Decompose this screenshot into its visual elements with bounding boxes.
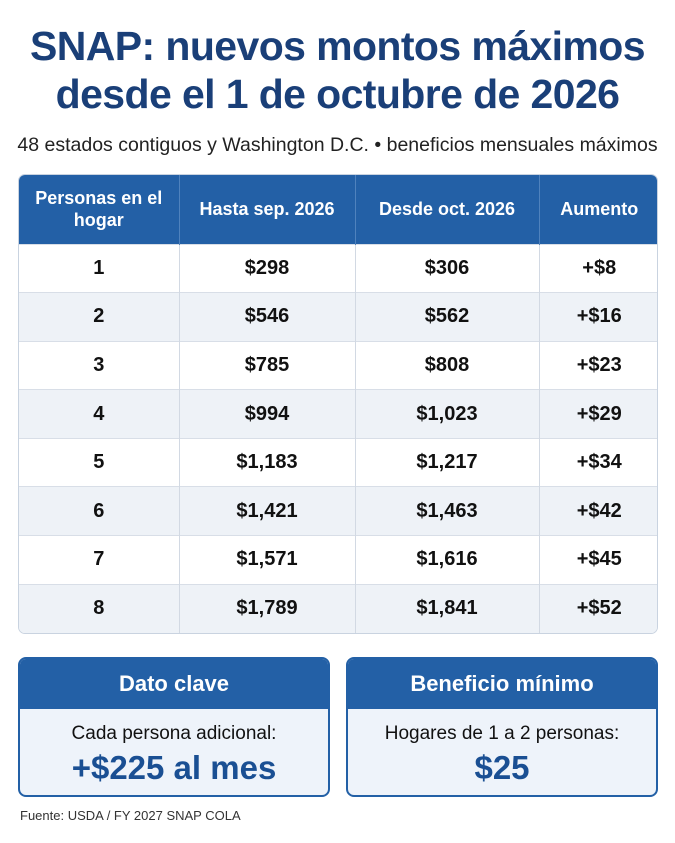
table-row: 7 $1,571 $1,616 +$45 [19, 535, 657, 585]
key-fact-card: Dato clave Cada persona adicional: +$225… [18, 657, 330, 797]
cell-until-sep: $785 [179, 340, 356, 390]
benefits-table: Personas en el hogar Hasta sep. 2026 Des… [18, 174, 658, 634]
cell-increase: +$16 [539, 292, 657, 342]
page-title: SNAP: nuevos montos máximos desde el 1 d… [0, 22, 675, 118]
cell-from-oct: $306 [355, 243, 540, 293]
key-fact-text: Cada persona adicional: [71, 723, 277, 744]
cell-until-sep: $546 [179, 292, 356, 342]
cell-increase: +$29 [539, 389, 657, 439]
key-fact-title: Dato clave [20, 659, 328, 709]
minimum-benefit-title: Beneficio mínimo [348, 659, 656, 709]
cell-household-size: 6 [19, 486, 180, 536]
cell-increase: +$23 [539, 340, 657, 390]
cell-household-size: 1 [19, 243, 180, 293]
minimum-benefit-text: Hogares de 1 a 2 personas: [384, 723, 620, 744]
cell-from-oct: $1,616 [355, 535, 540, 585]
cell-from-oct: $1,023 [355, 389, 540, 439]
cell-until-sep: $1,421 [179, 486, 356, 536]
table-row: 2 $546 $562 +$16 [19, 292, 657, 342]
cell-household-size: 2 [19, 292, 180, 342]
column-header-from-oct: Desde oct. 2026 [355, 175, 540, 244]
minimum-benefit-value: $25 [474, 749, 530, 786]
cell-from-oct: $1,217 [355, 437, 540, 487]
table-row: 6 $1,421 $1,463 +$42 [19, 486, 657, 536]
cell-increase: +$52 [539, 583, 657, 633]
table-row: 5 $1,183 $1,217 +$34 [19, 437, 657, 487]
cell-until-sep: $298 [179, 243, 356, 293]
cell-household-size: 8 [19, 583, 180, 633]
title-line-1: SNAP: nuevos montos máximos [30, 23, 645, 69]
cell-until-sep: $994 [179, 389, 356, 439]
cell-household-size: 3 [19, 340, 180, 390]
cell-from-oct: $808 [355, 340, 540, 390]
title-line-2: desde el 1 de octubre de 2026 [55, 71, 620, 117]
cell-household-size: 4 [19, 389, 180, 439]
table-row: 3 $785 $808 +$23 [19, 340, 657, 390]
cell-increase: +$8 [539, 243, 657, 293]
cell-increase: +$34 [539, 437, 657, 487]
cell-from-oct: $1,841 [355, 583, 540, 633]
cell-from-oct: $1,463 [355, 486, 540, 536]
cell-from-oct: $562 [355, 292, 540, 342]
table-row: 1 $298 $306 +$8 [19, 243, 657, 293]
cell-until-sep: $1,183 [179, 437, 356, 487]
table-header-row: Personas en el hogar Hasta sep. 2026 Des… [19, 175, 657, 244]
page-subtitle: 48 estados contiguos y Washington D.C. •… [17, 134, 658, 156]
column-header-increase: Aumento [539, 175, 657, 244]
key-fact-value: +$225 al mes [71, 749, 277, 786]
cell-until-sep: $1,789 [179, 583, 356, 633]
cell-increase: +$42 [539, 486, 657, 536]
cell-until-sep: $1,571 [179, 535, 356, 585]
source-note: Fuente: USDA / FY 2027 SNAP COLA [20, 808, 241, 823]
column-header-household: Personas en el hogar [19, 175, 180, 244]
column-header-until-sep: Hasta sep. 2026 [179, 175, 356, 244]
cell-increase: +$45 [539, 535, 657, 585]
minimum-benefit-card: Beneficio mínimo Hogares de 1 a 2 person… [346, 657, 658, 797]
cell-household-size: 7 [19, 535, 180, 585]
cell-household-size: 5 [19, 437, 180, 487]
table-row: 8 $1,789 $1,841 +$52 [19, 583, 657, 633]
table-row: 4 $994 $1,023 +$29 [19, 389, 657, 439]
